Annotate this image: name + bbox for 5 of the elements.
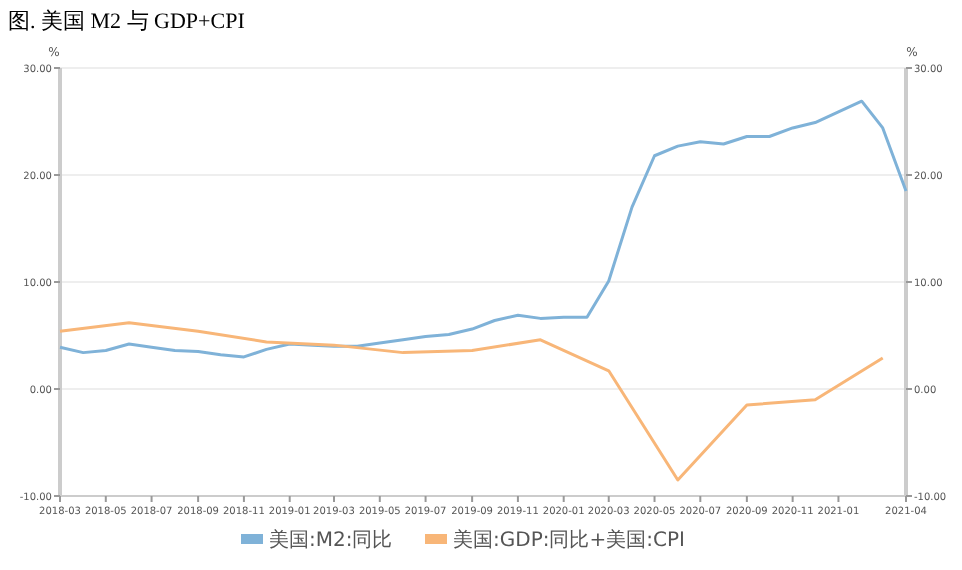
chart-title: 图. 美国 M2 与 GDP+CPI <box>8 8 246 34</box>
legend-label: 美国:GDP:同比+美国:CPI <box>453 528 685 552</box>
line-series <box>58 99 908 359</box>
legend-label: 美国:M2:同比 <box>269 528 393 552</box>
line-series <box>58 321 885 482</box>
